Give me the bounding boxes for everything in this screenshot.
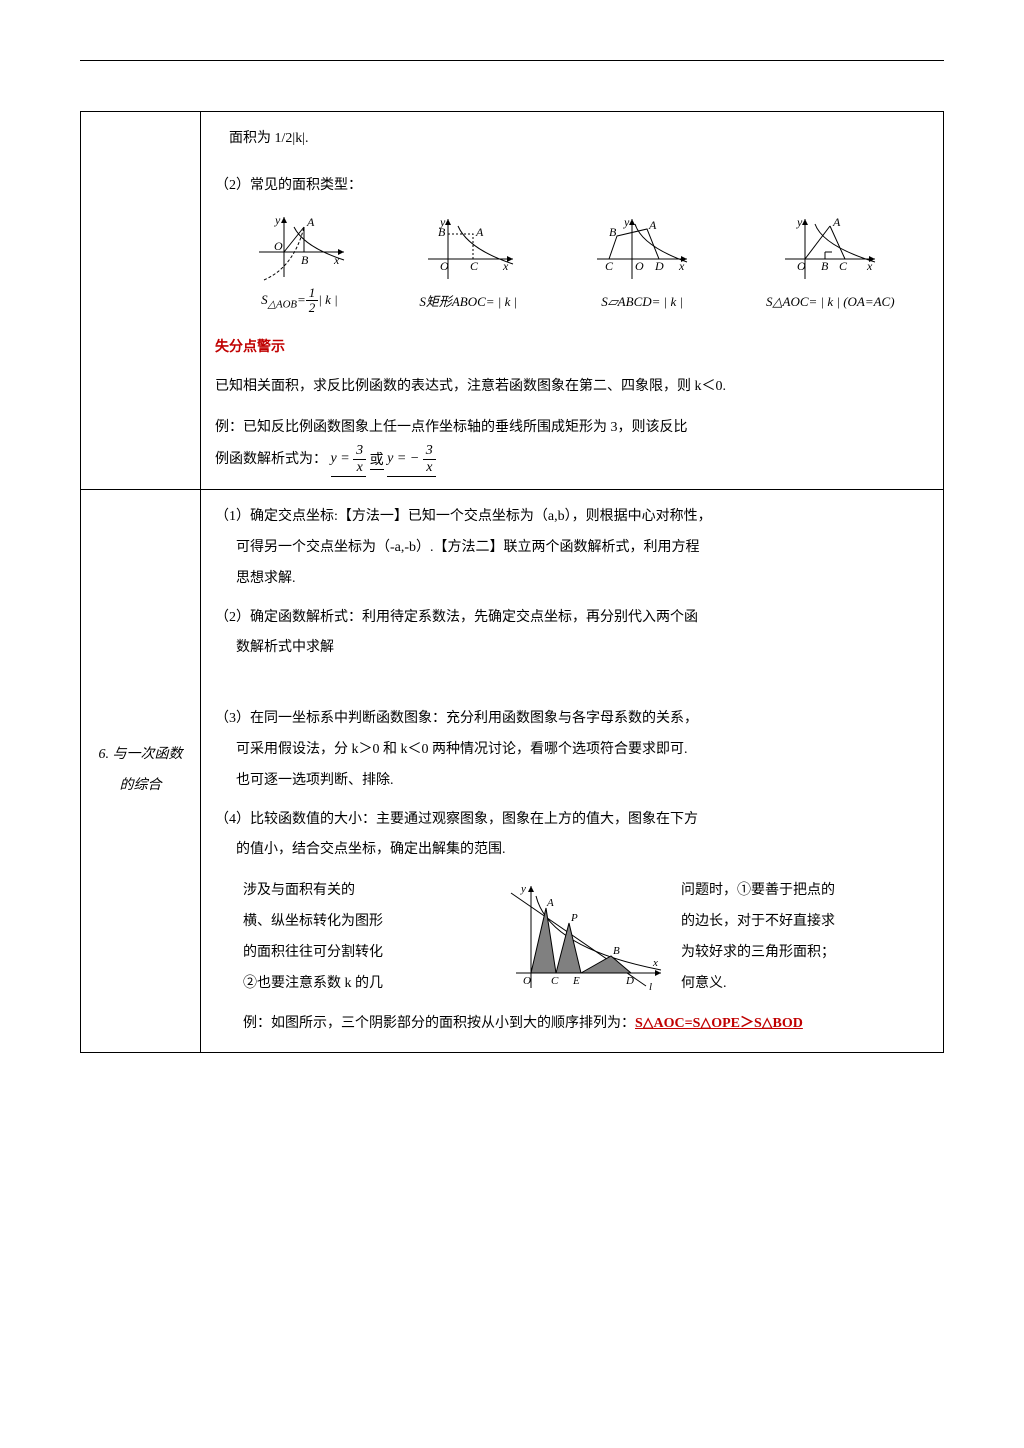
- diagram-row: A O B x y S△AOB=12| k |: [215, 212, 929, 317]
- example-intro: 例：已知反比例函数图象上任一点作坐标轴的垂线所围成矩形为 3，则该反比: [215, 413, 929, 444]
- warning-title: 失分点警示: [215, 333, 929, 364]
- svg-text:C: C: [839, 259, 848, 273]
- svg-text:A: A: [475, 225, 484, 239]
- p3b: 可采用假设法，分 k＞0 和 k＜0 两种情况讨论，看哪个选项符合要求即可.: [215, 735, 929, 766]
- diagram-3: A B O C D x y S▱ABCD= | k |: [587, 214, 697, 317]
- svg-text:A: A: [306, 215, 315, 229]
- svg-text:B: B: [613, 945, 620, 957]
- diagram-1: A O B x y S△AOB=12| k |: [249, 212, 349, 317]
- svg-text:x: x: [652, 957, 658, 969]
- svg-text:y: y: [796, 215, 803, 229]
- svg-text:O: O: [523, 975, 531, 987]
- svg-text:C: C: [605, 259, 614, 273]
- p2: （2）确定函数解析式：利用待定系数法，先确定交点坐标，再分别代入两个函: [215, 603, 929, 634]
- svg-text:E: E: [572, 975, 580, 987]
- svg-text:O: O: [635, 259, 644, 273]
- caption-3: S▱ABCD= | k |: [601, 288, 683, 317]
- diagram-2: A B O C x y S矩形ABOC= | k |: [418, 214, 518, 317]
- area-text: 面积为 1/2|k|.: [215, 124, 929, 155]
- svg-text:x: x: [866, 259, 873, 273]
- types-heading: （2）常见的面积类型：: [215, 171, 929, 202]
- warning-p1: 已知相关面积，求反比例函数的表达式，注意若函数图象在第二、四象限，则 k＜0.: [215, 372, 929, 403]
- svg-text:A: A: [832, 215, 841, 229]
- p1: （1）确定交点坐标:【方法一】已知一个交点坐标为（a,b），则根据中心对称性，: [215, 502, 929, 533]
- svg-text:O: O: [274, 239, 283, 253]
- svg-text:A: A: [546, 897, 554, 909]
- p3c: 也可逐一选项判断、排除.: [215, 766, 929, 797]
- svg-text:x: x: [678, 259, 685, 273]
- p1b: 可得另一个交点坐标为（-a,-b）.【方法二】联立两个函数解析式，利用方程: [215, 533, 929, 564]
- svg-text:D: D: [625, 975, 634, 987]
- diagram-2-svg: A B O C x y: [418, 214, 518, 284]
- svg-text:x: x: [333, 253, 340, 267]
- row1-left: [81, 112, 201, 490]
- example-formula: 例函数解析式为： y = 3x 或 y = − 3x: [215, 443, 929, 477]
- wrap-right: 问题时，①要善于把点的 的边长，对于不好直接求 为较好求的三角形面积； 何意义.: [681, 876, 929, 999]
- svg-text:A: A: [648, 218, 657, 232]
- answer: S△AOC=S△OPE＞S△BOD: [635, 1016, 803, 1031]
- svg-text:B: B: [821, 259, 829, 273]
- diagram-3-svg: A B O C D x y: [587, 214, 697, 284]
- p2b: 数解析式中求解: [215, 633, 929, 664]
- wrap-left: 涉及与面积有关的 横、纵坐标转化为图形 的面积往往可分割转化 ②也要注意系数 k…: [215, 876, 491, 999]
- diagram-1-svg: A O B x y: [249, 212, 349, 282]
- svg-text:B: B: [609, 225, 617, 239]
- svg-text:C: C: [470, 259, 479, 273]
- caption-4: S△AOC= | k | (OA=AC): [766, 288, 895, 317]
- svg-text:y: y: [274, 213, 281, 227]
- diagram-4-svg: A O B C x y: [775, 214, 885, 284]
- row2-left: 6. 与一次函数的综合: [81, 490, 201, 1053]
- p4: （4）比较函数值的大小：主要通过观察图象，图象在上方的值大，图象在下方: [215, 805, 929, 836]
- row1-content: 面积为 1/2|k|. （2）常见的面积类型： A O B x: [201, 112, 944, 490]
- svg-text:y: y: [439, 215, 446, 229]
- svg-text:O: O: [440, 259, 449, 273]
- caption-1: S△AOB=12| k |: [249, 286, 349, 317]
- caption-2: S矩形ABOC= | k |: [419, 288, 517, 317]
- svg-text:C: C: [551, 975, 559, 987]
- svg-text:O: O: [797, 259, 806, 273]
- diagram-4: A O B C x y S△AOC= | k | (OA=AC): [766, 214, 895, 317]
- svg-text:l: l: [649, 981, 652, 993]
- svg-text:x: x: [502, 259, 509, 273]
- svg-text:D: D: [654, 259, 664, 273]
- example2: 例：如图所示，三个阴影部分的面积按从小到大的顺序排列为：S△AOC=S△OPE＞…: [215, 1009, 929, 1040]
- center-diagram: A P B O C E D x y l: [501, 878, 671, 998]
- row2-content: （1）确定交点坐标:【方法一】已知一个交点坐标为（a,b），则根据中心对称性， …: [201, 490, 944, 1053]
- main-table: 面积为 1/2|k|. （2）常见的面积类型： A O B x: [80, 111, 944, 1053]
- wrap-figure-block: 涉及与面积有关的 横、纵坐标转化为图形 的面积往往可分割转化 ②也要注意系数 k…: [215, 876, 929, 999]
- svg-text:y: y: [520, 883, 526, 895]
- svg-text:y: y: [623, 215, 630, 229]
- p1c: 思想求解.: [215, 564, 929, 595]
- page: 面积为 1/2|k|. （2）常见的面积类型： A O B x: [80, 60, 944, 1053]
- p3: （3）在同一坐标系中判断函数图象：充分利用函数图象与各字母系数的关系，: [215, 704, 929, 735]
- p4b: 的值小，结合交点坐标，确定出解集的范围.: [215, 835, 929, 866]
- svg-text:B: B: [301, 253, 309, 267]
- svg-text:P: P: [570, 912, 578, 924]
